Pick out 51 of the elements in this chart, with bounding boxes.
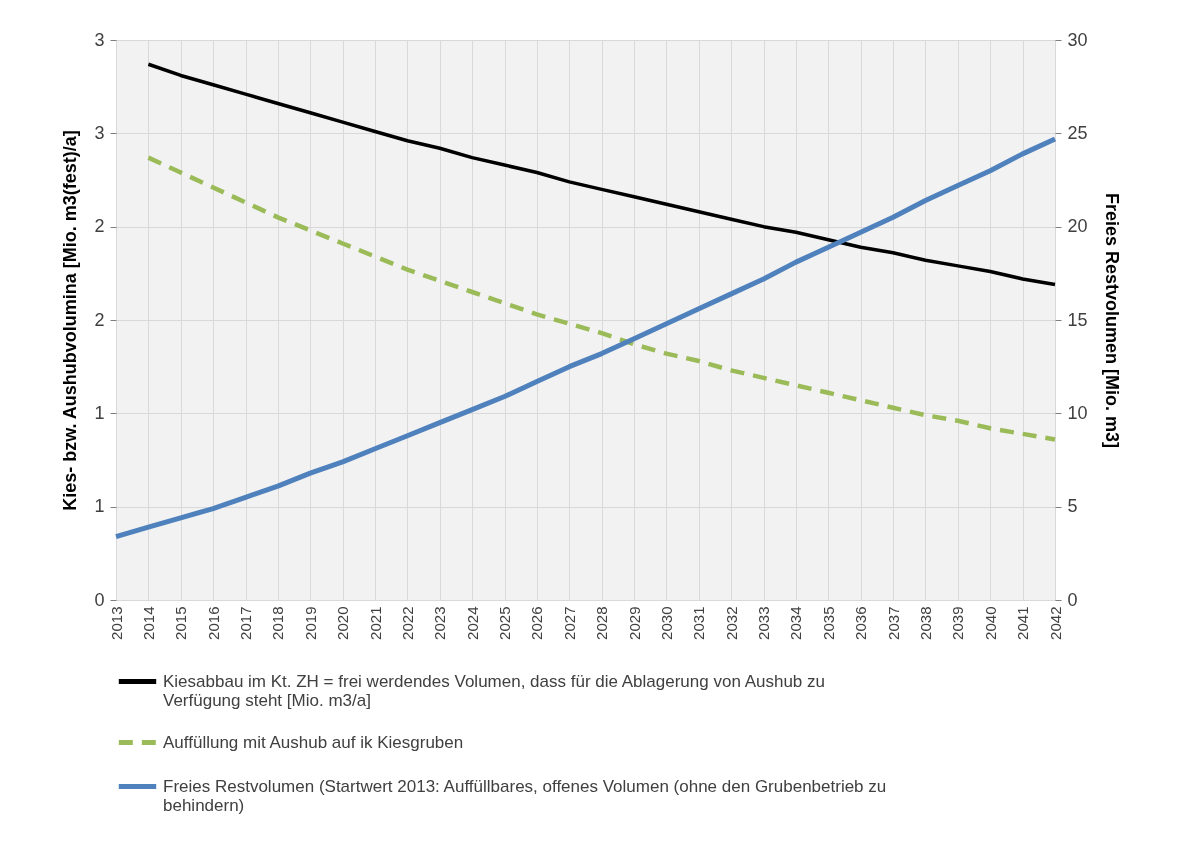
x-tick-label: 2035 [819, 606, 837, 640]
x-tick-label: 2032 [722, 606, 740, 640]
y2-tick-label: 15 [1067, 309, 1088, 330]
y-tick-label: 2 [94, 309, 105, 330]
x-tick-label: 2020 [334, 606, 352, 640]
line-series [146, 155, 1058, 442]
x-tick-label: 2034 [787, 606, 805, 640]
x-tick-label: 2042 [1046, 606, 1064, 640]
legend-label: Freies Restvolumen (Startwert 2013: Auffüllbares, offenes Volumen (ohne den Grubenbetrieb zu behindern) [163, 776, 887, 815]
y2-tick-label: 20 [1067, 216, 1088, 237]
y2-axis-title: Freies Restvolumen [Mio. m3] [1101, 192, 1122, 449]
x-tick-label: 2041 [1014, 606, 1032, 640]
x-tick-label: 2018 [269, 606, 287, 640]
x-tick-label: 2027 [560, 606, 578, 640]
y2-tick-label: 0 [1067, 589, 1078, 610]
legend-label: Kiesabbau im Kt. ZH = frei werdendes Volumen, dass für die Ablagerung von Aushub zu Verfügung steht [Mio. m3/a] [163, 671, 825, 710]
x-tick-label: 2015 [172, 606, 190, 640]
x-tick-label: 2026 [528, 606, 546, 640]
y-tick-label: 3 [94, 29, 105, 50]
y-tick-label: 2 [94, 216, 105, 237]
x-tick-label: 2016 [204, 606, 222, 640]
x-tick-label: 2023 [431, 606, 449, 640]
y2-tick-label: 10 [1067, 402, 1088, 423]
x-tick-label: 2033 [755, 606, 773, 640]
x-tick-label: 2025 [496, 606, 514, 640]
y-tick-label: 1 [94, 496, 105, 517]
x-tick-label: 2017 [237, 606, 255, 640]
x-tick-label: 2030 [657, 606, 675, 640]
x-tick-label: 2024 [463, 606, 481, 640]
y-axis-title: Kies- bzw. Aushubvolumina [Mio. m3(fest)/a] [60, 130, 81, 511]
x-tick-label: 2037 [884, 606, 902, 640]
x-tick-label: 2031 [690, 606, 708, 640]
y-tick-label: 0 [94, 589, 105, 610]
x-tick-label: 2022 [398, 606, 416, 640]
x-tick-label: 2039 [949, 606, 967, 640]
x-tick-label: 2028 [593, 606, 611, 640]
x-tick-label: 2021 [366, 606, 384, 640]
y2-tick-label: 5 [1067, 496, 1078, 517]
y2-tick-label: 25 [1067, 122, 1088, 143]
x-tick-label: 2019 [301, 606, 319, 640]
x-tick-label: 2013 [107, 606, 125, 640]
x-tick-label: 2014 [139, 606, 157, 640]
y2-tick-label: 30 [1067, 29, 1088, 50]
y-tick-label: 1 [94, 402, 105, 423]
legend-label: Auffüllung mit Aushub auf ik Kiesgruben [163, 732, 464, 752]
x-tick-label: 2036 [852, 606, 870, 640]
y-tick-label: 3 [94, 122, 105, 143]
line-series [146, 62, 1057, 287]
x-tick-label: 2029 [625, 606, 643, 640]
x-tick-label: 2040 [981, 606, 999, 640]
x-tick-label: 2038 [916, 606, 934, 640]
